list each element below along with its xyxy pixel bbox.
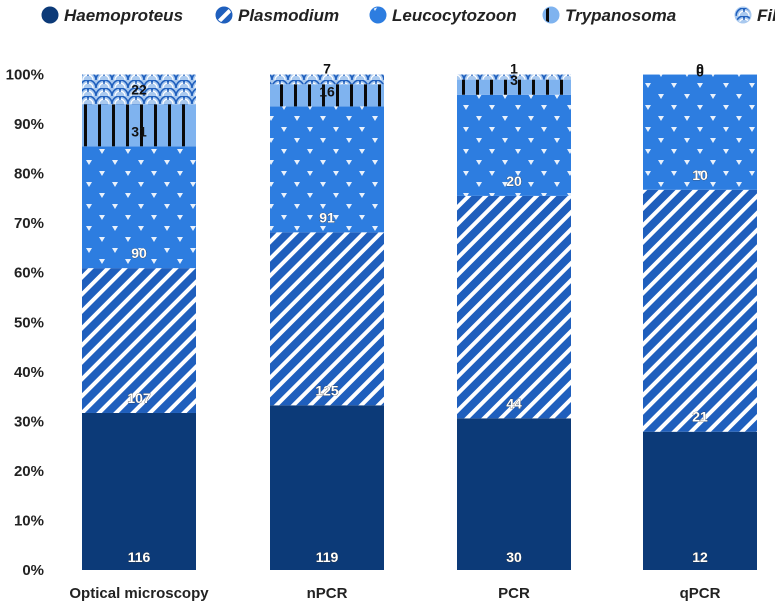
- bar-segment-leucocytozoon-3: [643, 74, 757, 190]
- data-label-plasmodium-3: 21: [692, 409, 708, 425]
- bars: [82, 74, 757, 570]
- legend-marker-haemoproteus: [41, 6, 59, 24]
- y-tick-label: 40%: [14, 364, 44, 381]
- bar-segment-haemoproteus-3: [643, 431, 757, 570]
- data-label-haemoproteus-3: 12: [692, 549, 708, 565]
- y-tick-label: 100%: [6, 67, 44, 84]
- data-label-leucocytozoon-3: 10: [692, 167, 708, 183]
- data-label-haemoproteus-0: 116: [128, 549, 151, 565]
- data-label-leucocytozoon-0: 90: [131, 245, 147, 261]
- x-category-label: qPCR: [680, 585, 721, 602]
- bar-segment-filariae-2: [457, 74, 571, 80]
- bar-segment-plasmodium-0: [82, 268, 196, 413]
- data-label-trypanosoma-2: 3: [510, 72, 518, 88]
- legend-label-plasmodium: Plasmodium: [238, 6, 339, 25]
- bar-segment-trypanosoma-2: [457, 79, 571, 95]
- data-label-haemoproteus-2: 30: [506, 549, 522, 565]
- legend-marker-leucocytozoon: [369, 6, 387, 24]
- data-label-plasmodium-2: 44: [506, 395, 522, 411]
- legend-label-filariae: Filariae: [757, 6, 775, 25]
- bar-segment-plasmodium-1: [270, 232, 384, 406]
- data-label-filariae-0: 22: [131, 81, 147, 97]
- data-label-trypanosoma-1: 16: [319, 83, 335, 99]
- data-label-trypanosoma-0: 31: [131, 123, 147, 139]
- bar-segment-trypanosoma-1: [270, 84, 384, 107]
- bar-segment-filariae-0: [82, 74, 196, 105]
- y-tick-label: 90%: [14, 116, 44, 133]
- y-tick-label: 20%: [14, 463, 44, 480]
- x-axis: Optical microscopy nPCR PCR qPCR: [69, 585, 720, 602]
- data-label-filariae-1: 7: [323, 61, 331, 77]
- y-tick-label: 0%: [22, 562, 44, 579]
- x-category-label: Optical microscopy: [69, 585, 209, 602]
- y-tick-label: 80%: [14, 166, 44, 183]
- data-label-haemoproteus-1: 119: [316, 549, 339, 565]
- y-tick-label: 30%: [14, 413, 44, 430]
- bar-segment-plasmodium-3: [643, 189, 757, 432]
- y-tick-label: 70%: [14, 215, 44, 232]
- x-category-label: PCR: [498, 585, 530, 602]
- bar-segment-leucocytozoon-1: [270, 106, 384, 233]
- y-tick-label: 50%: [14, 314, 44, 331]
- legend-label-leucocytozoon: Leucocytozoon: [392, 6, 517, 25]
- data-label-trypanosoma-3: 0: [696, 64, 704, 80]
- bar-segment-haemoproteus-0: [82, 412, 196, 570]
- bar-segment-leucocytozoon-0: [82, 146, 196, 269]
- data-label-filariae-3: 0: [696, 61, 704, 77]
- y-axis: 0% 10% 20% 30% 40% 50% 60% 70% 80% 90% 100%: [6, 67, 44, 579]
- data-label-filariae-2: 1: [510, 61, 518, 77]
- legend-marker-trypanosoma: [542, 6, 560, 24]
- data-label-leucocytozoon-1: 91: [319, 209, 335, 225]
- bar-segment-plasmodium-2: [457, 195, 571, 419]
- data-label-plasmodium-1: 125: [315, 382, 339, 398]
- legend-marker-filariae: [734, 6, 752, 24]
- x-category-label: nPCR: [307, 585, 348, 602]
- bar-segment-trypanosoma-0: [82, 104, 196, 147]
- legend-marker-plasmodium: [215, 6, 233, 24]
- data-label-plasmodium-0: 107: [127, 390, 151, 406]
- y-tick-label: 10%: [14, 512, 44, 529]
- data-label-leucocytozoon-2: 20: [506, 173, 522, 189]
- bar-segment-haemoproteus-1: [270, 405, 384, 570]
- legend-label-haemoproteus: Haemoproteus: [64, 6, 183, 25]
- legend-label-trypanosoma: Trypanosoma: [565, 6, 676, 25]
- y-tick-label: 60%: [14, 265, 44, 282]
- legend: Haemoproteus Plasmodium Leucocytozoon Trypa…: [41, 6, 775, 25]
- bar-segment-filariae-1: [270, 74, 384, 85]
- bar-segment-haemoproteus-2: [457, 418, 571, 570]
- bar-segment-leucocytozoon-2: [457, 94, 571, 196]
